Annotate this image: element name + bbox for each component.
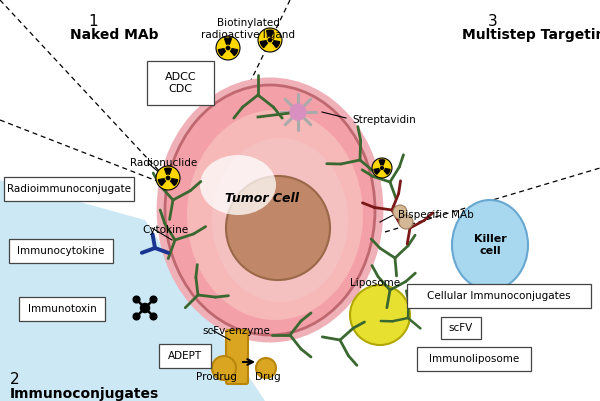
Ellipse shape (157, 77, 383, 342)
Ellipse shape (452, 200, 528, 290)
Circle shape (350, 285, 410, 345)
Text: Immunocytokine: Immunocytokine (17, 246, 104, 256)
Ellipse shape (187, 110, 363, 320)
Text: Prodrug: Prodrug (196, 372, 236, 382)
Ellipse shape (165, 85, 375, 335)
Wedge shape (266, 30, 274, 36)
Text: 1: 1 (88, 14, 98, 29)
FancyBboxPatch shape (19, 297, 105, 321)
Text: Tumor Cell: Tumor Cell (225, 192, 299, 205)
Circle shape (150, 296, 157, 303)
Wedge shape (170, 179, 178, 186)
Circle shape (290, 104, 306, 120)
Circle shape (212, 356, 236, 380)
Circle shape (256, 358, 276, 378)
FancyBboxPatch shape (417, 347, 531, 371)
Text: Radionuclide: Radionuclide (130, 158, 197, 168)
Text: Streptavidin: Streptavidin (352, 115, 416, 125)
Wedge shape (272, 41, 280, 48)
Text: Bispecific MAb: Bispecific MAb (398, 210, 474, 220)
Wedge shape (224, 38, 232, 44)
Wedge shape (158, 179, 166, 186)
Circle shape (216, 36, 240, 60)
Circle shape (166, 176, 170, 180)
Circle shape (156, 166, 180, 190)
Polygon shape (0, 180, 265, 401)
Text: Radioimmunoconjugate: Radioimmunoconjugate (7, 184, 131, 194)
Wedge shape (384, 168, 390, 174)
Wedge shape (230, 49, 238, 55)
Text: Naked MAb: Naked MAb (70, 28, 158, 42)
Text: Drug: Drug (255, 372, 281, 382)
Text: 3: 3 (488, 14, 498, 29)
Text: scFv-enzyme: scFv-enzyme (202, 326, 270, 336)
Ellipse shape (226, 176, 330, 280)
Circle shape (150, 313, 157, 320)
Text: ADCC
CDC: ADCC CDC (164, 72, 196, 94)
Text: Immunoconjugates: Immunoconjugates (10, 387, 159, 401)
Wedge shape (379, 160, 385, 165)
Ellipse shape (200, 155, 276, 215)
Text: scFV: scFV (449, 323, 473, 333)
Circle shape (258, 28, 282, 52)
Circle shape (399, 215, 413, 229)
FancyBboxPatch shape (441, 317, 481, 339)
Circle shape (226, 47, 230, 50)
Text: Immunoliposome: Immunoliposome (429, 354, 519, 364)
Circle shape (268, 38, 272, 42)
FancyBboxPatch shape (407, 284, 591, 308)
Circle shape (140, 304, 149, 312)
Text: Immunotoxin: Immunotoxin (28, 304, 97, 314)
FancyBboxPatch shape (226, 330, 248, 384)
FancyBboxPatch shape (4, 177, 134, 201)
Wedge shape (374, 168, 380, 174)
Ellipse shape (165, 85, 375, 335)
Circle shape (372, 158, 392, 178)
Wedge shape (218, 49, 226, 55)
Wedge shape (260, 41, 268, 48)
Circle shape (393, 205, 407, 219)
FancyBboxPatch shape (159, 344, 211, 368)
Circle shape (133, 313, 140, 320)
Text: Killer
cell: Killer cell (473, 234, 506, 256)
Text: ADEPT: ADEPT (168, 351, 202, 361)
Ellipse shape (212, 138, 348, 302)
Text: Cytokine: Cytokine (142, 225, 188, 235)
Text: Biotinylated
radioactive ligand: Biotinylated radioactive ligand (201, 18, 295, 40)
Text: Multistep Targeting: Multistep Targeting (462, 28, 600, 42)
FancyBboxPatch shape (9, 239, 113, 263)
Text: Cellular Immunoconjugates: Cellular Immunoconjugates (427, 291, 571, 301)
Text: Liposome: Liposome (350, 278, 400, 288)
Text: 2: 2 (10, 372, 20, 387)
Circle shape (133, 296, 140, 303)
FancyBboxPatch shape (147, 61, 214, 105)
Wedge shape (164, 168, 172, 174)
Circle shape (380, 166, 383, 169)
